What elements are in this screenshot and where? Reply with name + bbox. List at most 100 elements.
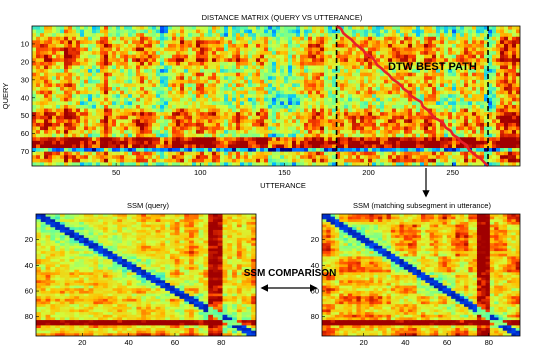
heat-cell (68, 58, 73, 62)
heat-cell (64, 112, 69, 116)
heat-cell (476, 26, 481, 30)
heat-cell (104, 26, 109, 30)
heat-cell (260, 65, 265, 69)
heat-cell (404, 55, 409, 59)
heat-cell (224, 152, 229, 156)
heat-cell (412, 101, 417, 105)
heat-cell (120, 137, 125, 141)
heat-cell (268, 58, 273, 62)
heat-cell (404, 116, 409, 120)
heat-cell (92, 101, 97, 105)
heat-cell (444, 141, 449, 145)
heat-cell (264, 94, 269, 98)
heat-cell (176, 130, 181, 134)
heat-cell (360, 141, 365, 145)
heat-cell (320, 87, 325, 91)
heat-cell (236, 159, 241, 163)
heat-cell (468, 44, 473, 48)
heat-cell (296, 65, 301, 69)
heat-cell (352, 73, 357, 77)
heat-cell (476, 119, 481, 123)
heat-cell (60, 148, 65, 152)
heat-cell (56, 37, 61, 41)
heat-cell (216, 141, 221, 145)
heat-cell (228, 65, 233, 69)
heat-cell (196, 123, 201, 127)
heat-cell (500, 134, 505, 138)
heat-cell (96, 26, 101, 30)
heat-cell (156, 127, 161, 131)
heat-cell (512, 26, 517, 30)
heat-cell (356, 152, 361, 156)
heat-cell (400, 101, 405, 105)
heat-cell (192, 134, 197, 138)
heat-cell (112, 40, 117, 44)
heat-cell (112, 119, 117, 123)
heat-cell (380, 58, 385, 62)
heat-cell (108, 26, 113, 30)
heat-cell (424, 101, 429, 105)
heat-cell (444, 112, 449, 116)
heat-cell (348, 141, 353, 145)
heat-cell (80, 55, 85, 59)
heat-cell (160, 91, 165, 95)
heat-cell (444, 33, 449, 37)
heat-cell (44, 44, 49, 48)
heat-cell (440, 55, 445, 59)
heat-cell (72, 155, 77, 159)
heat-cell (376, 73, 381, 77)
heat-cell (376, 30, 381, 34)
heat-cell (220, 152, 225, 156)
heat-cell (480, 109, 485, 113)
heat-cell (60, 105, 65, 109)
heat-cell (124, 62, 129, 66)
heat-cell (264, 58, 269, 62)
heat-cell (256, 155, 261, 159)
heat-cell (296, 137, 301, 141)
heat-cell (376, 94, 381, 98)
heat-cell (324, 159, 329, 163)
heat-cell (32, 101, 37, 105)
heat-cell (184, 101, 189, 105)
heat-cell (324, 37, 329, 41)
heat-cell (80, 119, 85, 123)
heat-cell (220, 65, 225, 69)
heat-cell (164, 123, 169, 127)
heat-cell (512, 55, 517, 59)
heat-cell (236, 137, 241, 141)
heat-cell (316, 76, 321, 80)
heat-cell (240, 62, 245, 66)
heat-cell (392, 40, 397, 44)
heat-cell (444, 109, 449, 113)
heat-cell (216, 148, 221, 152)
heat-cell (152, 137, 157, 141)
heat-cell (52, 65, 57, 69)
heat-cell (244, 73, 249, 77)
heat-cell (268, 80, 273, 84)
heat-cell (88, 127, 93, 131)
heat-cell (292, 33, 297, 37)
heat-cell (500, 101, 505, 105)
heat-cell (352, 137, 357, 141)
heat-cell (416, 112, 421, 116)
heat-cell (416, 159, 421, 163)
heat-cell (128, 91, 133, 95)
heat-cell (100, 116, 105, 120)
heat-cell (244, 119, 249, 123)
heat-cell (80, 105, 85, 109)
heat-cell (36, 80, 41, 84)
heat-cell (388, 40, 393, 44)
heat-cell (416, 109, 421, 113)
heat-cell (124, 69, 129, 73)
heat-cell (168, 152, 173, 156)
heat-cell (504, 94, 509, 98)
heat-cell (504, 123, 509, 127)
heat-cell (48, 51, 53, 55)
heat-cell (324, 112, 329, 116)
heat-cell (448, 55, 453, 59)
heat-cell (352, 159, 357, 163)
heat-cell (444, 44, 449, 48)
heat-cell (476, 40, 481, 44)
heat-cell (188, 144, 193, 148)
heat-cell (472, 87, 477, 91)
